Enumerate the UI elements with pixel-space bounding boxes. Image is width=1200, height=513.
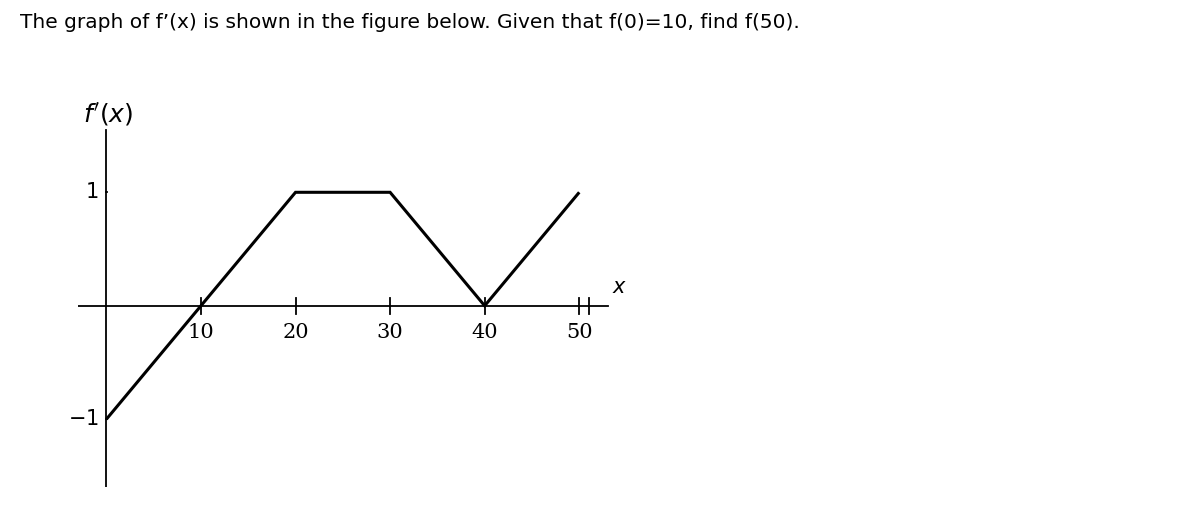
Text: 40: 40 bbox=[472, 323, 498, 342]
Text: 50: 50 bbox=[566, 323, 593, 342]
Text: $-1$: $-1$ bbox=[68, 409, 98, 429]
Text: $1$: $1$ bbox=[85, 182, 98, 202]
Text: The graph of f’(x) is shown in the figure below. Given that f(0)=10, find f(50).: The graph of f’(x) is shown in the figur… bbox=[20, 13, 800, 32]
Text: $x$: $x$ bbox=[612, 278, 628, 297]
Text: 10: 10 bbox=[187, 323, 215, 342]
Text: 20: 20 bbox=[282, 323, 308, 342]
Text: $f'(x)$: $f'(x)$ bbox=[83, 101, 133, 128]
Text: 30: 30 bbox=[377, 323, 403, 342]
